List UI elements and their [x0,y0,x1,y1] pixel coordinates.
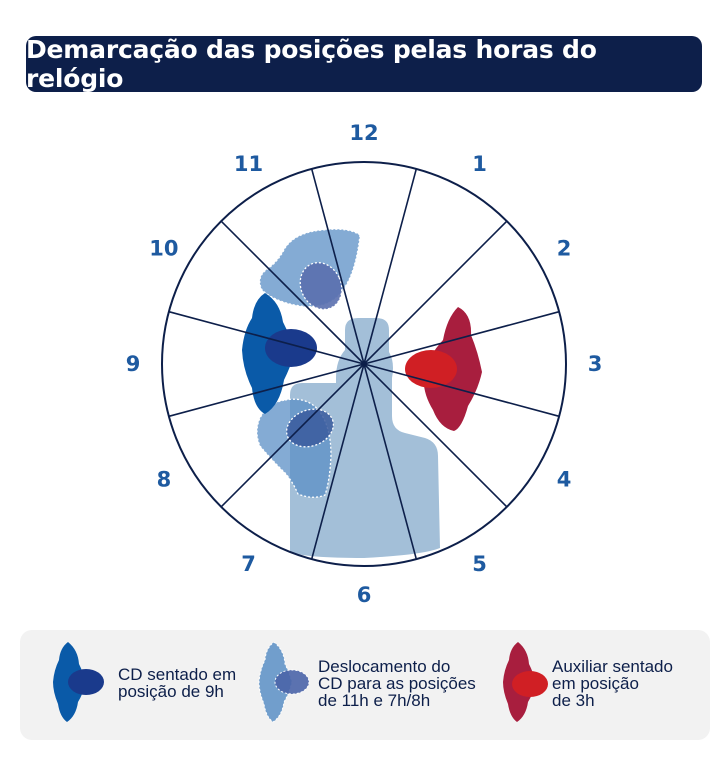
hour-label-6: 6 [357,583,372,607]
dentist-9h-shape [242,293,317,414]
dentist-legend-icon [53,642,104,722]
assistant-legend-icon [503,642,548,722]
clock-spoke [363,363,418,560]
hour-label-11: 11 [234,152,263,176]
hour-label-10: 10 [149,237,178,261]
displacement-7h-shape [256,398,335,498]
title-banner: Demarcação das posições pelas horas do r… [26,35,702,93]
hour-label-8: 8 [157,468,172,492]
clock-spoke [310,168,365,365]
hour-label-5: 5 [472,552,487,576]
clock-spoke [220,220,365,365]
legend-item-displacement: Deslocamento do CD para as posições de 1… [250,630,490,740]
legend-text-displacement: Deslocamento do CD para as posições de 1… [318,657,476,710]
hour-label-3: 3 [588,352,603,376]
legend-text-dentist: CD sentado em posição de 9h [118,665,237,701]
clock-spoke [220,363,365,508]
clock-spoke [363,363,560,418]
hour-label-2: 2 [557,237,572,261]
hour-label-1: 1 [472,152,487,176]
clock-spoke [363,310,560,365]
clock-spokes [168,168,560,560]
assistant-3h-shape [405,307,482,431]
clock-spoke [363,363,508,508]
hour-label-9: 9 [126,352,141,376]
clock-spoke [168,310,365,365]
legend-item-dentist: CD sentado em posição de 9h [20,630,240,740]
page-title: Demarcação das posições pelas horas do r… [26,35,597,93]
legend-item-assistant: Auxiliar sentado em posição de 3h [490,630,710,740]
hour-label-4: 4 [557,468,572,492]
hour-label-7: 7 [241,552,256,576]
displacement-legend-icon [258,642,310,723]
legend-text-assistant: Auxiliar sentado em posição de 3h [552,657,673,710]
legend-panel: CD sentado em posição de 9h Deslocamento… [20,630,710,740]
clock-spoke [310,363,365,560]
clock-spoke [363,220,508,365]
clock-circle [161,161,567,567]
hour-label-12: 12 [349,121,378,145]
clock-spoke [168,363,365,418]
displacement-11h-shape [259,228,361,310]
clock-spoke [363,168,418,365]
